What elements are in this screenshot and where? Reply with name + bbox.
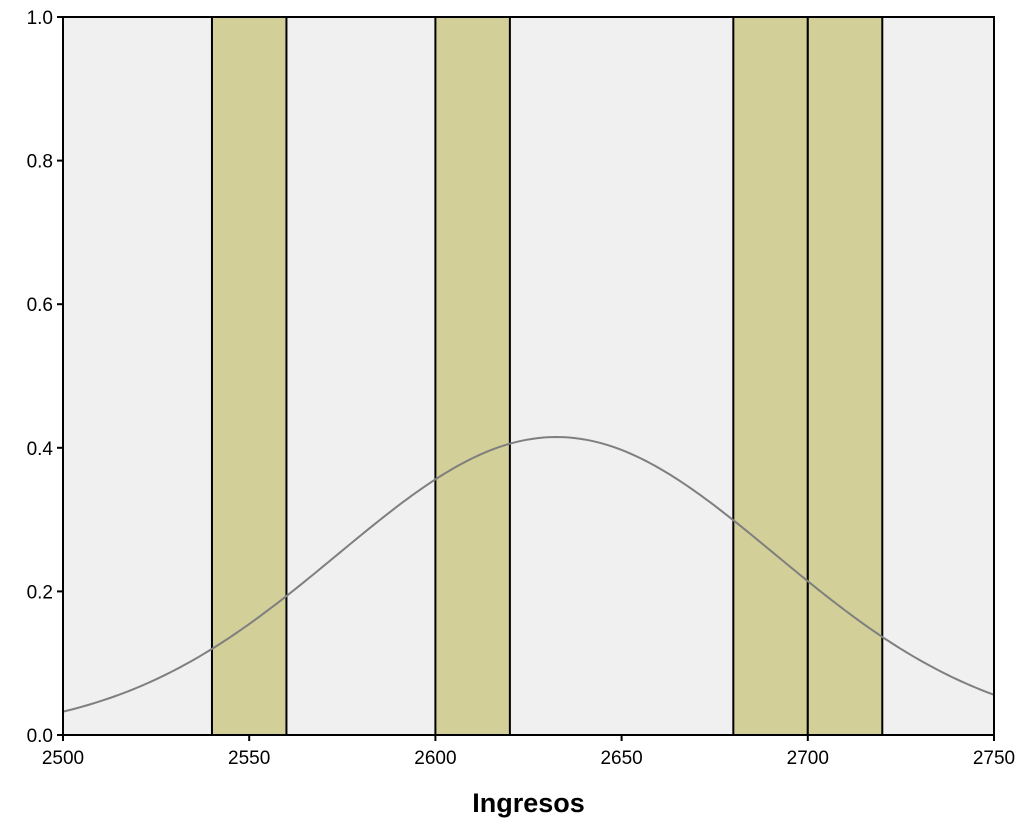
histogram-bar <box>434 16 511 736</box>
y-tick-label: 1.0 <box>27 8 53 29</box>
histogram-bar <box>806 16 884 736</box>
x-axis-title: Ingresos <box>472 788 585 818</box>
y-tick-label: 0.8 <box>27 152 53 173</box>
histogram-bars <box>210 16 884 736</box>
x-tick-label: 2600 <box>414 748 456 769</box>
plot-frame <box>62 16 995 736</box>
x-tick-label: 2700 <box>787 748 829 769</box>
y-tick-label: 0.6 <box>27 295 53 316</box>
x-tick-label: 2750 <box>973 748 1015 769</box>
x-tick-label: 2650 <box>600 748 642 769</box>
x-tick-label: 2500 <box>42 748 84 769</box>
y-axis-ticks: 0.0 0.2 0.4 0.6 0.8 1.0 <box>27 8 63 747</box>
y-tick-label: 0.0 <box>27 726 53 747</box>
x-axis-ticks: 2500 2550 2600 2650 2700 2750 <box>42 735 1015 769</box>
histogram-bar <box>732 16 809 736</box>
histogram-bar <box>210 16 288 736</box>
y-tick-label: 0.2 <box>27 582 53 603</box>
normal-curve <box>62 436 995 713</box>
y-tick-label: 0.4 <box>27 439 54 460</box>
x-tick-label: 2550 <box>228 748 270 769</box>
